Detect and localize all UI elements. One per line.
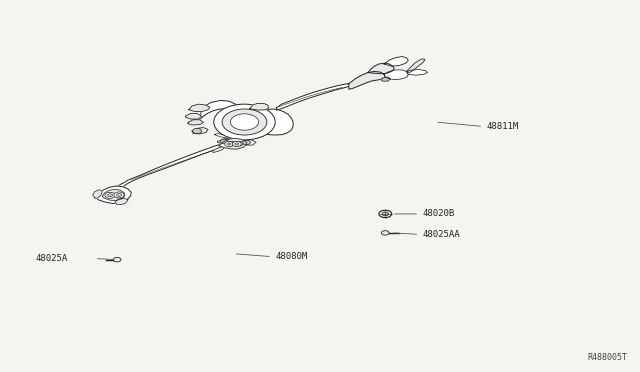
Circle shape: [236, 141, 243, 146]
Circle shape: [243, 140, 250, 145]
Circle shape: [232, 141, 241, 147]
Polygon shape: [188, 120, 204, 125]
Circle shape: [114, 192, 124, 198]
Polygon shape: [237, 140, 256, 145]
Circle shape: [113, 257, 121, 262]
Polygon shape: [381, 77, 390, 81]
Polygon shape: [276, 84, 351, 110]
Text: 48025A: 48025A: [35, 254, 67, 263]
Text: 48811M: 48811M: [486, 122, 518, 131]
Circle shape: [379, 210, 392, 218]
Polygon shape: [189, 104, 210, 112]
Polygon shape: [96, 186, 131, 203]
Circle shape: [105, 192, 115, 198]
Circle shape: [230, 114, 259, 130]
Circle shape: [228, 141, 236, 146]
Circle shape: [108, 194, 113, 197]
Circle shape: [220, 139, 228, 144]
Polygon shape: [212, 147, 224, 153]
Circle shape: [381, 231, 389, 235]
Polygon shape: [406, 70, 428, 75]
Circle shape: [214, 104, 275, 140]
Circle shape: [222, 109, 267, 135]
Polygon shape: [406, 59, 425, 73]
Circle shape: [235, 143, 239, 145]
Text: 48020B: 48020B: [422, 209, 454, 218]
Polygon shape: [198, 100, 293, 135]
Polygon shape: [93, 190, 102, 198]
Polygon shape: [186, 113, 202, 119]
Text: 48025AA: 48025AA: [422, 230, 460, 239]
Text: R488005T: R488005T: [588, 353, 627, 362]
Circle shape: [227, 143, 231, 145]
Text: 48080M: 48080M: [275, 252, 307, 261]
Polygon shape: [384, 70, 408, 80]
Polygon shape: [214, 132, 262, 140]
Polygon shape: [192, 128, 208, 134]
Circle shape: [193, 128, 202, 134]
Polygon shape: [219, 138, 247, 149]
Circle shape: [116, 193, 122, 196]
Circle shape: [382, 212, 388, 216]
Polygon shape: [384, 57, 408, 66]
Polygon shape: [368, 63, 394, 74]
Polygon shape: [250, 103, 269, 110]
Polygon shape: [218, 138, 237, 144]
Polygon shape: [102, 189, 125, 201]
Polygon shape: [114, 142, 229, 192]
Polygon shape: [349, 71, 385, 89]
Polygon shape: [115, 198, 128, 205]
Polygon shape: [225, 139, 246, 148]
Circle shape: [225, 141, 234, 147]
